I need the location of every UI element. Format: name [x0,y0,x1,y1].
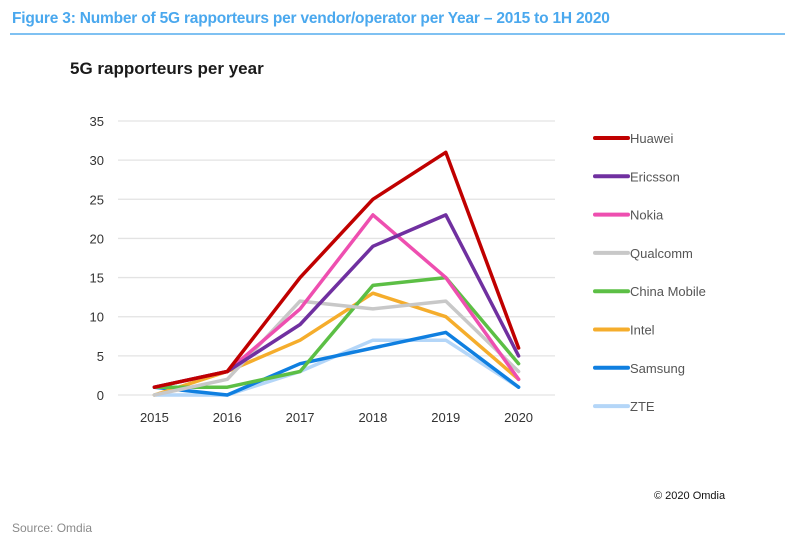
figure-title: Figure 3: Number of 5G rapporteurs per v… [12,10,610,27]
legend-label: Intel [630,323,655,338]
legend-label: ZTE [630,399,655,414]
legend-label: Samsung [630,361,685,376]
legend: Huawei Ericsson Nokia Qualcomm China Mobile I… [593,131,706,414]
y-axis-ticks: 0 5 10 15 20 25 30 35 [90,114,104,403]
x-tick-label: 2019 [431,410,460,425]
legend-label: Huawei [630,131,673,146]
legend-label: Qualcomm [630,246,693,261]
title-divider [10,33,785,35]
series-lines [152,150,521,397]
legend-item: Intel [593,323,655,338]
series-line-qualcomm [152,299,521,397]
copyright-notice: © 2020 Omdia [654,490,726,502]
legend-label: China Mobile [630,284,706,299]
legend-item: China Mobile [593,284,706,299]
x-tick-label: 2018 [358,410,387,425]
legend-item: ZTE [593,399,655,414]
source-note: Source: Omdia [12,521,93,535]
y-tick-label: 25 [90,192,104,207]
y-tick-label: 20 [90,231,104,246]
legend-label: Nokia [630,208,664,223]
x-tick-label: 2016 [213,410,242,425]
chart-title: 5G rapporteurs per year [70,59,264,78]
x-tick-label: 2017 [286,410,315,425]
y-tick-label: 30 [90,153,104,168]
legend-item: Huawei [593,131,673,146]
y-tick-label: 15 [90,271,104,286]
legend-item: Nokia [593,208,664,223]
y-tick-label: 5 [97,349,104,364]
legend-item: Ericsson [593,169,680,184]
series-line-huawei [152,150,521,389]
y-tick-label: 35 [90,114,104,129]
x-tick-label: 2015 [140,410,169,425]
x-tick-label: 2020 [504,410,533,425]
series-line-samsung [152,330,521,397]
legend-item: Qualcomm [593,246,693,261]
legend-item: Samsung [593,361,685,376]
y-tick-label: 0 [97,388,104,403]
legend-label: Ericsson [630,169,680,184]
y-tick-label: 10 [90,310,104,325]
x-axis-ticks: 2015 2016 2017 2018 2019 2020 [140,410,533,425]
